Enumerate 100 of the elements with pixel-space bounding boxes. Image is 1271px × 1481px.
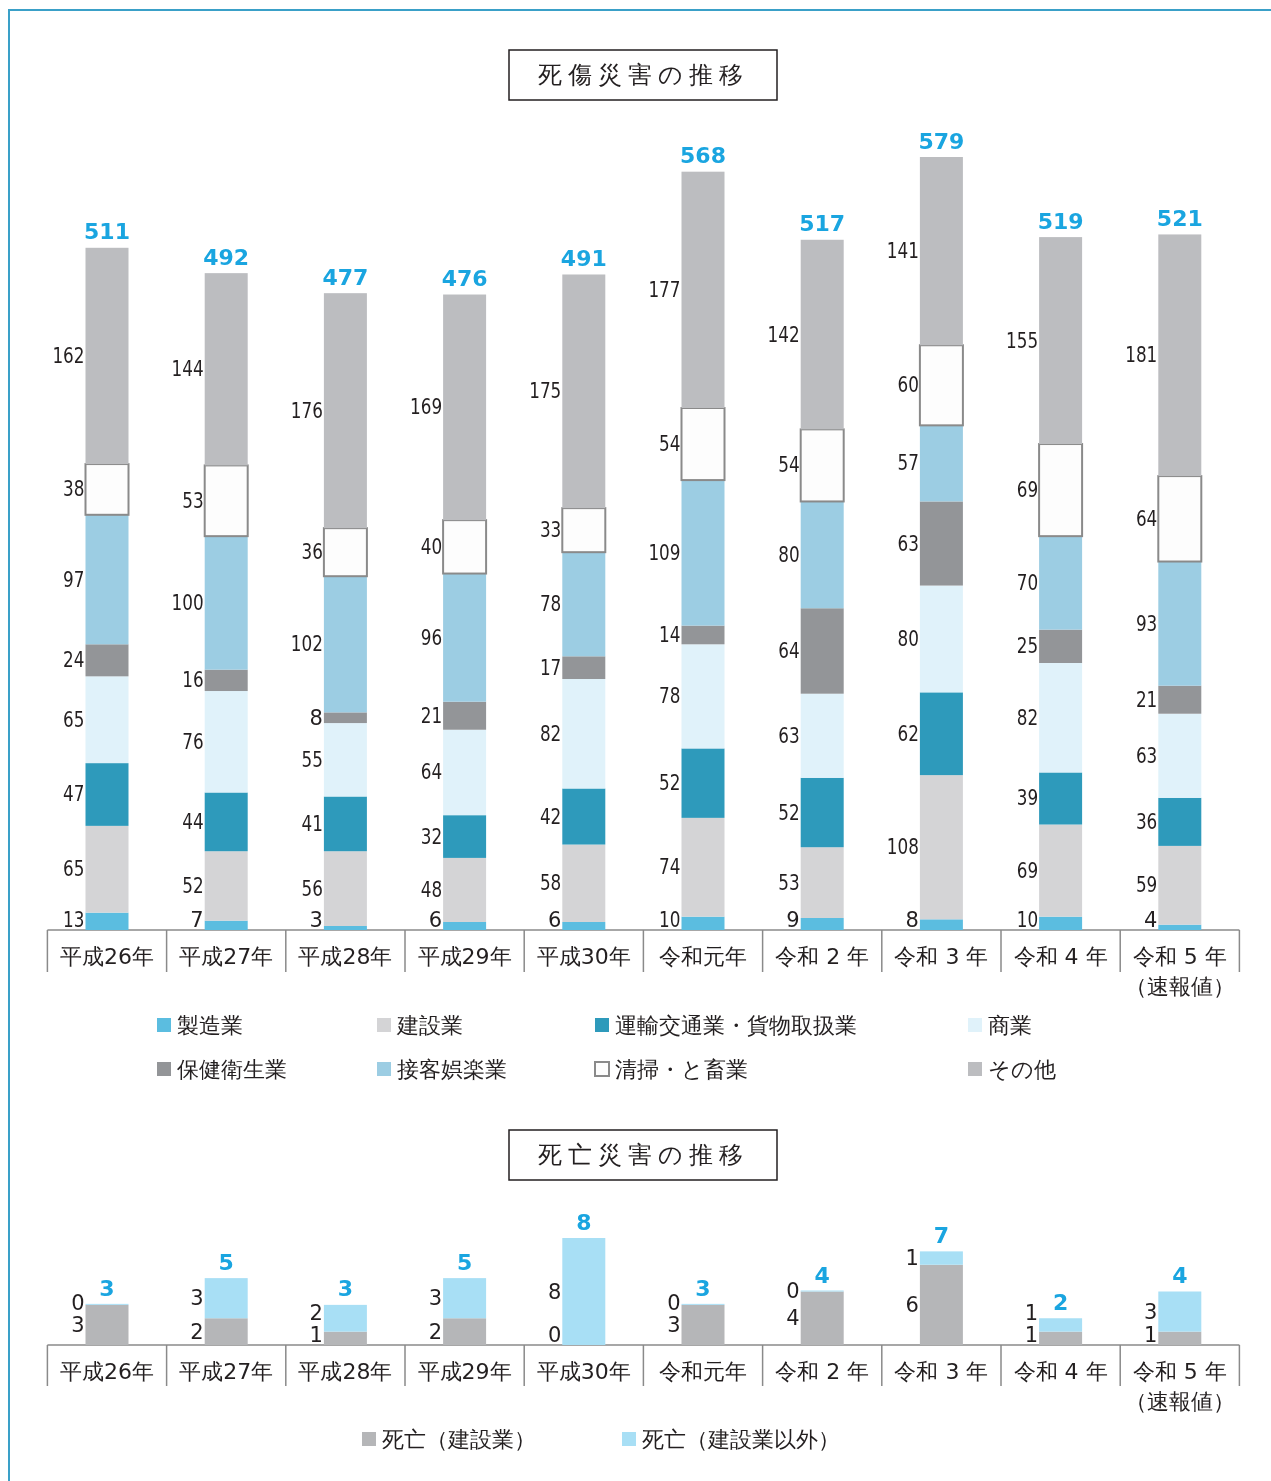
data-label: 52 [659,771,686,796]
data-label: 3 [428,1286,443,1311]
bar [800,239,844,430]
data-label: 64 [420,760,448,785]
bar [561,507,607,554]
bar [1158,685,1202,714]
bar [919,919,963,930]
bar [323,926,367,930]
data-label: 64 [778,638,806,663]
data-label: 65 [63,857,90,882]
bar [800,693,844,778]
x-tick-label: 令和元年 [659,943,747,969]
bar [800,1291,844,1345]
bar [1158,234,1202,477]
data-label: 78 [659,684,686,709]
data-label: 2 [190,1319,204,1344]
total-label: 7 [933,1222,950,1248]
data-label: 39 [1016,786,1044,811]
data-label: 17 [539,655,567,680]
bar [562,679,606,789]
bar [562,844,606,922]
data-label: 177 [648,277,689,302]
bar [919,1264,963,1345]
total-label: 8 [547,1279,562,1304]
bar [1157,475,1203,563]
bar [1158,924,1202,930]
bar [681,1304,725,1346]
x-tick-label: 平成28年 [298,1358,393,1384]
data-label: 21 [420,703,448,728]
data-label: 32 [420,824,448,849]
chart-title: 死亡災害の推移 [537,1141,749,1169]
bar [562,274,606,509]
bar [1039,824,1083,917]
total-label: 492 [203,244,250,270]
bar [85,676,129,764]
data-label: 1 [1024,1301,1039,1325]
total-label: 568 [680,143,726,169]
data-label: 54 [778,453,806,478]
bar [919,775,963,920]
data-label: 0 [786,1279,800,1303]
data-label: 56 [301,876,329,901]
data-label: 53 [182,488,210,513]
bar [1158,845,1202,925]
bar [85,514,129,645]
total-label: 517 [799,211,846,237]
total-label: 477 [322,264,369,290]
chart-title: 死傷災害の推移 [537,61,749,89]
data-label: 33 [539,518,567,543]
bar [443,294,487,521]
bar [323,712,367,724]
bar [919,692,963,776]
data-label: 0 [71,1290,85,1315]
data-label: 1 [905,1246,919,1271]
data-label: 38 [63,477,90,502]
total-label: 4 [786,1306,800,1331]
bar [919,585,963,693]
data-label: 169 [410,395,451,420]
bar [323,576,367,713]
x-tick-label: 令和 5 年（速報値） [1124,1358,1235,1414]
bar [919,425,963,502]
data-label: 0 [547,1323,562,1347]
data-label: 10 [659,908,686,932]
data-label: 8 [309,705,323,730]
bar [443,701,487,730]
total-label: 476 [441,266,488,292]
data-label: 8 [576,1209,592,1235]
x-tick-label: 平成30年 [536,1358,631,1384]
data-label: 41 [301,811,329,836]
data-label: 3 [695,1276,711,1302]
data-label: 65 [63,707,90,732]
data-label: 21 [1135,687,1163,712]
data-label: 141 [886,239,927,264]
bar [562,1238,606,1345]
legend-label: 接客娯楽業 [397,1056,507,1082]
bar [800,777,844,848]
data-label: 64 [1135,506,1163,531]
data-label: 52 [778,800,806,825]
data-label: 16 [182,668,210,693]
data-label: 4 [1143,908,1158,932]
data-label: 3 [1143,1299,1158,1324]
data-label: 1 [309,1323,323,1347]
data-label: 53 [778,870,806,895]
bar [1038,443,1084,538]
data-label: 100 [171,590,212,615]
data-label: 25 [1016,634,1044,659]
data-label: 58 [539,871,567,896]
data-label: 142 [767,322,808,347]
data-label: 0 [667,1290,681,1315]
bar [84,463,130,516]
x-tick-label: 令和元年 [659,1358,747,1384]
data-label: 4 [814,1263,830,1288]
bar [562,552,606,657]
data-label: 63 [897,531,925,556]
data-label: 102 [290,632,331,657]
data-label: 7 [190,908,204,932]
bar [443,815,487,858]
data-label: 176 [290,398,331,423]
data-label: 82 [539,721,567,746]
bar [85,912,129,930]
bar [204,1278,248,1319]
